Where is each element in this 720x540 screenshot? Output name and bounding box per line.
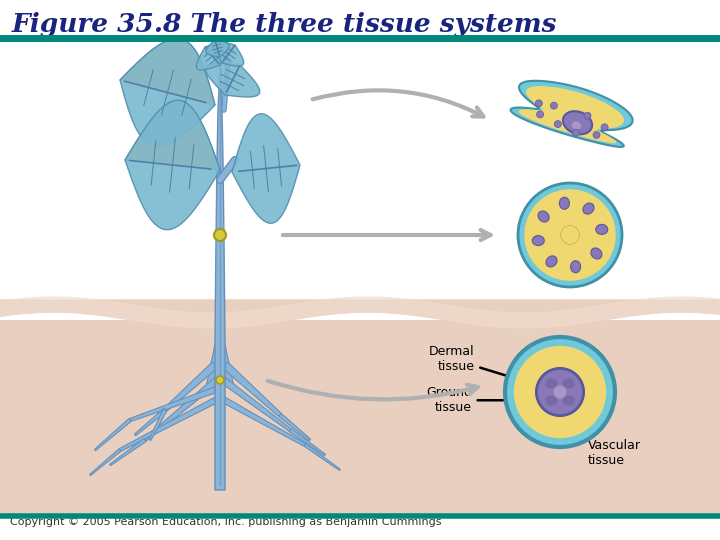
Ellipse shape [562,379,575,388]
Polygon shape [130,387,216,421]
Ellipse shape [591,248,602,259]
Polygon shape [221,377,291,431]
Circle shape [561,226,580,245]
Circle shape [524,189,616,281]
Polygon shape [163,362,217,411]
Ellipse shape [562,396,575,406]
Circle shape [554,386,567,399]
Ellipse shape [559,197,570,209]
Circle shape [536,111,544,118]
Polygon shape [205,63,260,97]
Circle shape [518,183,622,287]
Polygon shape [144,377,220,441]
Ellipse shape [532,235,544,246]
Polygon shape [206,40,229,57]
Polygon shape [215,50,225,490]
Circle shape [584,112,591,119]
Circle shape [593,131,600,138]
Polygon shape [213,42,243,66]
Polygon shape [232,114,300,223]
Text: Ground
tissue: Ground tissue [426,386,526,414]
Polygon shape [94,418,131,450]
Polygon shape [207,339,224,386]
Polygon shape [222,362,282,416]
Polygon shape [289,429,325,456]
Circle shape [216,376,224,384]
Polygon shape [197,42,229,70]
Circle shape [572,129,580,136]
Circle shape [214,229,226,241]
Ellipse shape [545,396,557,406]
Ellipse shape [538,211,549,222]
Polygon shape [135,408,166,436]
Circle shape [536,100,542,107]
Text: Figure 35.8 The three tissue systems: Figure 35.8 The three tissue systems [12,12,557,37]
Ellipse shape [572,122,581,130]
Ellipse shape [583,203,594,214]
Circle shape [505,337,615,447]
Text: Dermal
tissue: Dermal tissue [429,345,512,377]
Polygon shape [518,86,624,143]
Ellipse shape [563,111,592,134]
Circle shape [601,124,608,131]
Circle shape [551,102,557,109]
Polygon shape [216,339,233,386]
Polygon shape [120,39,215,146]
Polygon shape [125,100,220,230]
Text: Copyright © 2005 Pearson Education, Inc. publishing as Benjamin Cummings: Copyright © 2005 Pearson Education, Inc.… [10,517,441,527]
Polygon shape [222,397,306,447]
Ellipse shape [546,256,557,267]
FancyBboxPatch shape [0,320,720,515]
Polygon shape [120,39,215,105]
Polygon shape [109,438,146,465]
Circle shape [514,346,606,438]
Circle shape [536,368,584,416]
Polygon shape [510,81,633,147]
Polygon shape [120,397,217,451]
Polygon shape [125,100,220,170]
Ellipse shape [545,379,557,388]
Polygon shape [89,449,121,476]
Ellipse shape [570,261,580,273]
Polygon shape [304,444,341,470]
Polygon shape [149,409,167,441]
Ellipse shape [595,225,608,234]
Circle shape [554,120,562,127]
Polygon shape [279,414,310,441]
Text: Vascular
tissue: Vascular tissue [564,408,641,467]
